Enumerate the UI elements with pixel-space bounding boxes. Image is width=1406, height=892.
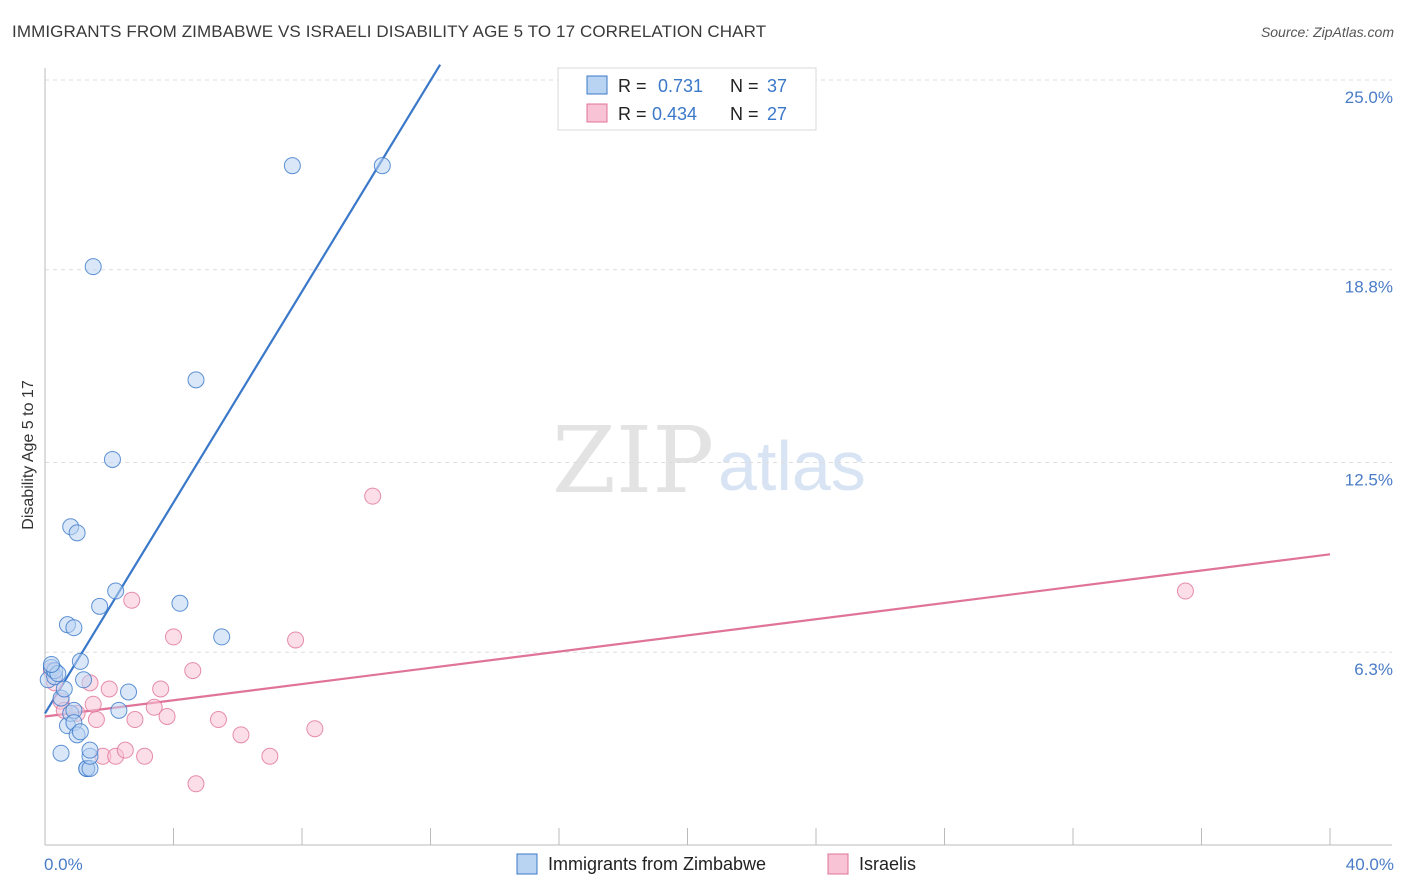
point-israelis-18 [165,628,182,646]
point-zimbabwe-26 [91,597,109,615]
point-israelis-14 [136,747,154,765]
series-layer [39,64,1331,793]
point-israelis-23 [261,747,279,765]
point-israelis-12 [123,591,141,609]
legend-swatch-zimbabwe [586,75,608,95]
point-zimbabwe-24 [81,741,99,759]
trend-line-israelis [44,553,1331,718]
series-legend: Immigrants from Zimbabwe Israelis [516,853,916,875]
y-tick-label-1: 12.5% [1345,471,1393,490]
point-zimbabwe-34 [283,157,301,175]
y-tick-label-0: 6.3% [1354,660,1393,679]
point-israelis-16 [152,680,170,698]
point-israelis-21 [209,711,227,729]
point-zimbabwe-35 [373,157,391,175]
point-israelis-27 [1176,582,1194,600]
point-zimbabwe-18 [71,723,89,741]
point-israelis-13 [126,711,144,729]
legend-n-value-1: 27 [767,104,787,124]
point-zimbabwe-33 [213,628,231,646]
watermark: ZIP atlas [552,407,866,514]
legend-r-label-0: R = [618,76,647,96]
bottom-legend-label-zimbabwe: Immigrants from Zimbabwe [548,854,766,874]
point-zimbabwe-29 [110,701,128,719]
stats-legend: R = 0.731 N = 37 R = 0.434 N = 27 [557,67,817,131]
x-tick-label-min: 0.0% [44,855,83,874]
point-israelis-24 [287,631,305,649]
point-zimbabwe-17 [71,652,89,670]
legend-r-label-1: R = [618,104,647,124]
point-zimbabwe-36 [42,655,60,673]
point-israelis-17 [158,707,176,725]
chart-title: IMMIGRANTS FROM ZIMBABWE VS ISRAELI DISA… [12,22,767,41]
legend-r-value-0: 0.731 [658,76,703,96]
point-zimbabwe-27 [103,450,121,468]
legend-n-label-0: N = [730,76,759,96]
legend-n-value-0: 37 [767,76,787,96]
y-axis-label: Disability Age 5 to 17 [20,380,37,530]
bottom-legend-swatch-zimbabwe [516,853,538,875]
point-zimbabwe-6 [55,680,73,698]
point-zimbabwe-16 [68,524,86,542]
point-zimbabwe-28 [107,582,125,600]
watermark-atlas: atlas [718,427,866,505]
watermark-zip: ZIP [552,407,714,514]
point-israelis-22 [232,726,250,744]
point-israelis-6 [84,695,102,713]
point-zimbabwe-32 [187,371,205,389]
point-zimbabwe-30 [120,683,138,701]
point-zimbabwe-8 [52,744,70,762]
y-tick-label-3: 25.0% [1345,88,1393,107]
gridlines [45,79,1392,653]
point-zimbabwe-19 [75,671,93,689]
legend-n-label-1: N = [730,104,759,124]
point-zimbabwe-31 [171,594,189,612]
x-tick-label-max: 40.0% [1346,855,1394,874]
point-israelis-15 [145,698,163,716]
point-israelis-11 [116,741,134,759]
point-israelis-19 [184,662,202,680]
legend-r-value-1: 0.434 [652,104,697,124]
point-israelis-7 [87,711,105,729]
bottom-legend-label-israelis: Israelis [859,854,916,874]
point-israelis-26 [364,487,382,505]
point-israelis-20 [187,775,205,793]
trend-line-zimbabwe [44,64,442,714]
y-tick-labels: 6.3% 12.5% 18.8% 25.0% [1345,88,1393,679]
source-label: Source: ZipAtlas.com [1260,24,1394,40]
point-israelis-9 [100,680,118,698]
point-zimbabwe-13 [65,619,83,637]
point-zimbabwe-25 [84,258,102,276]
legend-swatch-israelis [586,103,608,123]
y-tick-label-2: 18.8% [1345,278,1393,297]
point-israelis-25 [306,720,324,738]
bottom-legend-swatch-israelis [827,853,849,875]
